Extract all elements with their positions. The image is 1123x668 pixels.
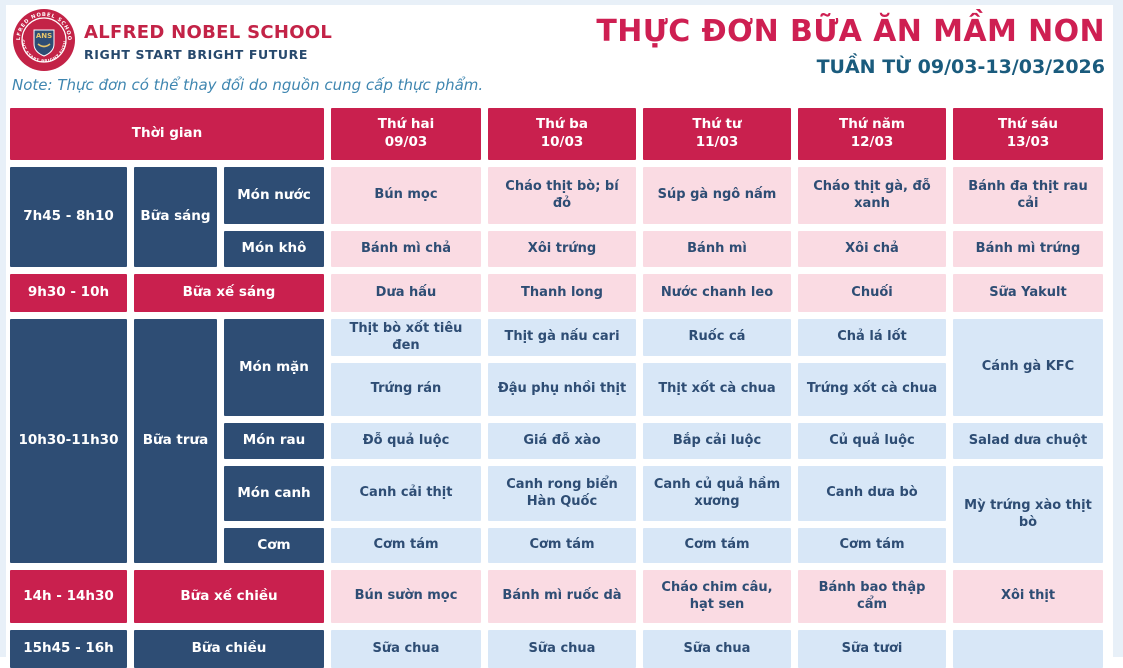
dish-cell: Cơm tám (643, 528, 791, 563)
meal-cell-morning-snack: Bữa xế sáng (134, 274, 324, 312)
meal-cell-afternoon-snack: Bữa xế chiều (134, 570, 324, 623)
day-label: Thứ tư (692, 116, 742, 133)
day-header-thursday: Thứ năm 12/03 (798, 108, 946, 160)
dish-cell: Sữa chua (331, 630, 481, 668)
course-cell-mon-canh: Món canh (224, 466, 324, 521)
dish-cell: Salad dưa chuột (953, 423, 1103, 459)
day-label: Thứ hai (377, 116, 435, 133)
day-header-monday: Thứ hai 09/03 (331, 108, 481, 160)
course-cell-mon-nuoc: Món nước (224, 167, 324, 224)
dish-cell: Trứng xốt cà chua (798, 363, 946, 416)
day-date: 12/03 (850, 134, 894, 150)
dish-cell: Đậu phụ nhồi thịt (488, 363, 636, 416)
time-column-header: Thời gian (10, 108, 324, 160)
dish-cell: Củ quả luộc (798, 423, 946, 459)
meal-cell-lunch: Bữa trưa (134, 319, 217, 563)
course-cell-mon-rau: Món rau (224, 423, 324, 459)
day-date: 09/03 (384, 134, 428, 150)
day-date: 10/03 (540, 134, 584, 150)
dish-cell: Xôi trứng (488, 231, 636, 267)
dish-cell: Sữa chua (643, 630, 791, 668)
dish-cell: Cháo thịt gà, đỗ xanh (798, 167, 946, 224)
time-cell-afternoon-meal: 15h45 - 16h (10, 630, 127, 668)
dish-cell: Canh dưa bò (798, 466, 946, 521)
day-header-friday: Thứ sáu 13/03 (953, 108, 1103, 160)
time-cell-breakfast: 7h45 - 8h10 (10, 167, 127, 267)
day-label: Thứ sáu (998, 116, 1058, 133)
page-subtitle: TUẦN TỪ 09/03-13/03/2026 (816, 56, 1105, 78)
dish-cell: Xôi thịt (953, 570, 1103, 623)
dish-cell: Sữa chua (488, 630, 636, 668)
dish-cell: Cháo chim câu, hạt sen (643, 570, 791, 623)
dish-cell: Bánh bao thập cẩm (798, 570, 946, 623)
day-label: Thứ ba (536, 116, 588, 133)
dish-cell: Cơm tám (331, 528, 481, 563)
dish-cell (953, 630, 1103, 668)
dish-cell: Bún mọc (331, 167, 481, 224)
menu-note: Note: Thực đơn có thể thay đổi do nguồn … (12, 76, 484, 94)
dish-cell: Bánh mì chả (331, 231, 481, 267)
day-label: Thứ năm (839, 116, 905, 133)
dish-cell: Bánh mì ruốc dà (488, 570, 636, 623)
menu-table: Thời gian Thứ hai 09/03 Thứ ba 10/03 Thứ… (10, 108, 1103, 668)
course-cell-mon-kho: Món khô (224, 231, 324, 267)
day-date: 13/03 (1006, 134, 1050, 150)
dish-cell: Đỗ quả luộc (331, 423, 481, 459)
dish-cell: Canh cải thịt (331, 466, 481, 521)
dish-cell: Canh rong biển Hàn Quốc (488, 466, 636, 521)
page-frame-left (0, 0, 6, 657)
school-name: ALFRED NOBEL SCHOOL (84, 22, 333, 43)
day-header-wednesday: Thứ tư 11/03 (643, 108, 791, 160)
course-cell-com: Cơm (224, 528, 324, 563)
time-cell-afternoon-snack: 14h - 14h30 (10, 570, 127, 623)
meal-cell-breakfast: Bữa sáng (134, 167, 217, 267)
dish-cell: Cơm tám (488, 528, 636, 563)
dish-cell: Bánh mì (643, 231, 791, 267)
page-title: THỰC ĐƠN BỮA ĂN MẦM NON (596, 14, 1105, 49)
day-date: 11/03 (695, 134, 739, 150)
course-cell-mon-man: Món mặn (224, 319, 324, 416)
school-logo: ALFRED NOBEL SCHOOL RIGHT START BRIGHT F… (10, 4, 76, 72)
dish-cell: Thịt bò xốt tiêu đen (331, 319, 481, 356)
time-cell-lunch: 10h30-11h30 (10, 319, 127, 563)
dish-cell: Cháo thịt bò; bí đỏ (488, 167, 636, 224)
dish-cell: Dưa hấu (331, 274, 481, 312)
dish-cell: Giá đỗ xào (488, 423, 636, 459)
dish-cell: Bắp cải luộc (643, 423, 791, 459)
dish-cell: Bánh mì trứng (953, 231, 1103, 267)
time-cell-morning-snack: 9h30 - 10h (10, 274, 127, 312)
dish-cell: Sữa Yakult (953, 274, 1103, 312)
dish-cell: Chả lá lốt (798, 319, 946, 356)
dish-cell: Bún sườn mọc (331, 570, 481, 623)
meal-cell-afternoon-meal: Bữa chiều (134, 630, 324, 668)
dish-cell: Sữa tươi (798, 630, 946, 668)
dish-cell: Trứng rán (331, 363, 481, 416)
school-logo-icon: ALFRED NOBEL SCHOOL RIGHT START BRIGHT F… (10, 4, 75, 71)
dish-cell: Súp gà ngô nấm (643, 167, 791, 224)
dish-cell: Bánh đa thịt rau cải (953, 167, 1103, 224)
dish-cell: Ruốc cá (643, 319, 791, 356)
school-tagline: RIGHT START BRIGHT FUTURE (84, 47, 308, 62)
dish-cell: Cơm tám (798, 528, 946, 563)
dish-cell: Cánh gà KFC (953, 319, 1103, 416)
logo-monogram: ANS (36, 32, 52, 40)
dish-cell: Nước chanh leo (643, 274, 791, 312)
dish-cell: Thịt gà nấu cari (488, 319, 636, 356)
page-frame-top (0, 0, 1123, 5)
dish-cell: Xôi chả (798, 231, 946, 267)
day-header-tuesday: Thứ ba 10/03 (488, 108, 636, 160)
dish-cell: Chuối (798, 274, 946, 312)
page-frame-right (1113, 0, 1123, 657)
dish-cell: Thịt xốt cà chua (643, 363, 791, 416)
dish-cell: Thanh long (488, 274, 636, 312)
dish-cell: Mỳ trứng xào thịt bò (953, 466, 1103, 563)
dish-cell: Canh củ quả hầm xương (643, 466, 791, 521)
